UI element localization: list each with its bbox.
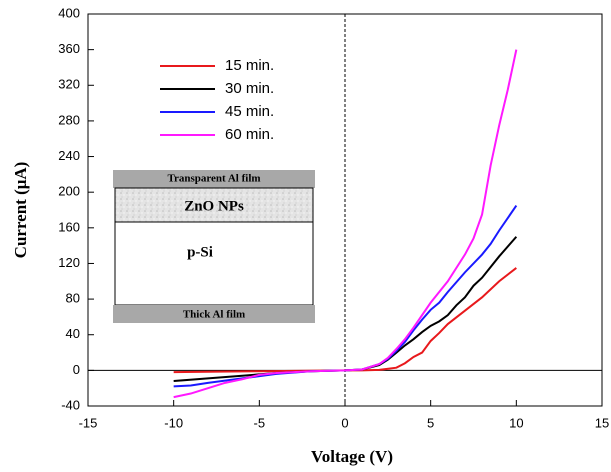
inset-diagram: Transparent Al film ZnO NPs p-Si Thick A… bbox=[113, 170, 315, 323]
y-tick-label: 160 bbox=[58, 219, 80, 234]
y-tick-label: 320 bbox=[58, 77, 80, 92]
legend-label: 30 min. bbox=[225, 80, 274, 97]
inset-label: Transparent Al film bbox=[167, 173, 260, 185]
x-tick-label: -5 bbox=[254, 415, 266, 430]
inset-top-layer bbox=[113, 170, 315, 188]
x-tick-label: -15 bbox=[79, 415, 98, 430]
y-tick-label: 360 bbox=[58, 41, 80, 56]
series-line bbox=[173, 204, 518, 388]
y-tick-label: 0 bbox=[73, 362, 80, 377]
x-tick-label: 0 bbox=[341, 415, 348, 430]
y-tick-label: 240 bbox=[58, 148, 80, 163]
y-tick-label: 80 bbox=[66, 291, 80, 306]
legend-label: 60 min. bbox=[225, 126, 274, 143]
inset-film-layer bbox=[114, 187, 314, 223]
inset-label: p-Si bbox=[187, 244, 213, 260]
legend-label: 45 min. bbox=[225, 103, 274, 120]
y-tick-label: 280 bbox=[58, 112, 80, 127]
legend-label: 15 min. bbox=[225, 57, 274, 74]
series-line bbox=[173, 49, 518, 399]
inset-substrate bbox=[114, 221, 314, 306]
y-tick-label: 400 bbox=[58, 5, 80, 20]
inset-bottom-layer bbox=[113, 305, 315, 323]
y-axis-label: Current (μA) bbox=[11, 162, 30, 259]
x-tick-label: -10 bbox=[164, 415, 183, 430]
y-tick-label: 200 bbox=[58, 184, 80, 199]
x-tick-label: 15 bbox=[595, 415, 609, 430]
y-tick-label: 40 bbox=[66, 326, 80, 341]
inset-label: ZnO NPs bbox=[184, 198, 244, 214]
inset-label: Thick Al film bbox=[183, 309, 245, 321]
x-tick-label: 10 bbox=[509, 415, 523, 430]
y-tick-label: 120 bbox=[58, 255, 80, 270]
x-axis-label: Voltage (V) bbox=[311, 447, 393, 466]
plot-frame bbox=[87, 13, 603, 407]
x-tick-label: 5 bbox=[427, 415, 434, 430]
y-tick-label: -40 bbox=[61, 397, 80, 412]
